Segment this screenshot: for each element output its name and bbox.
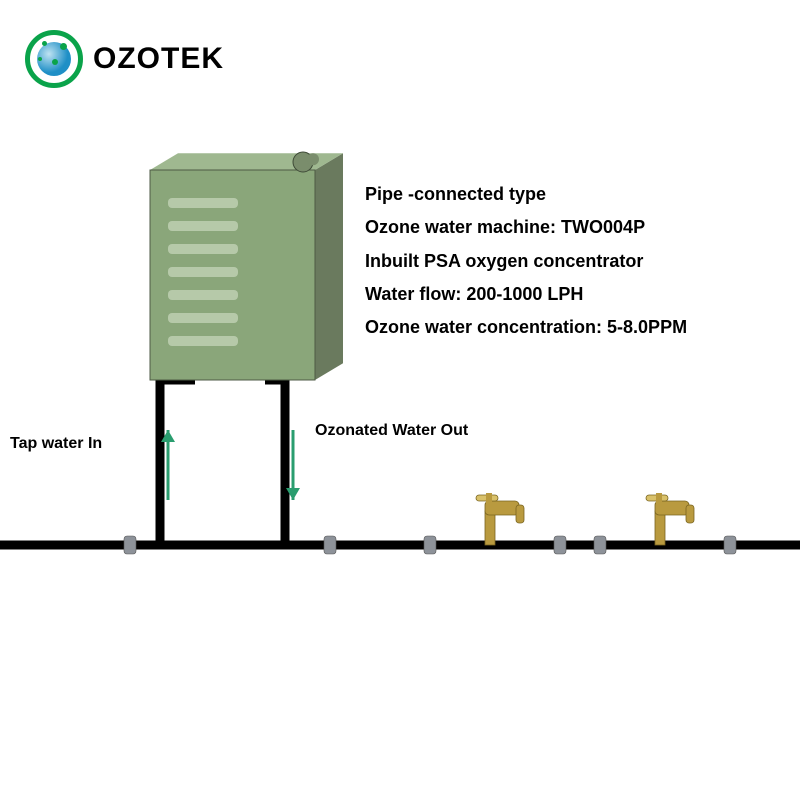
- tap-icon: [476, 493, 524, 545]
- label-ozonated-out: Ozonated Water Out: [315, 422, 468, 440]
- label-tap-water-in: Tap water In: [10, 435, 102, 453]
- diagram-svg: [0, 0, 800, 800]
- tap-icon: [646, 493, 694, 545]
